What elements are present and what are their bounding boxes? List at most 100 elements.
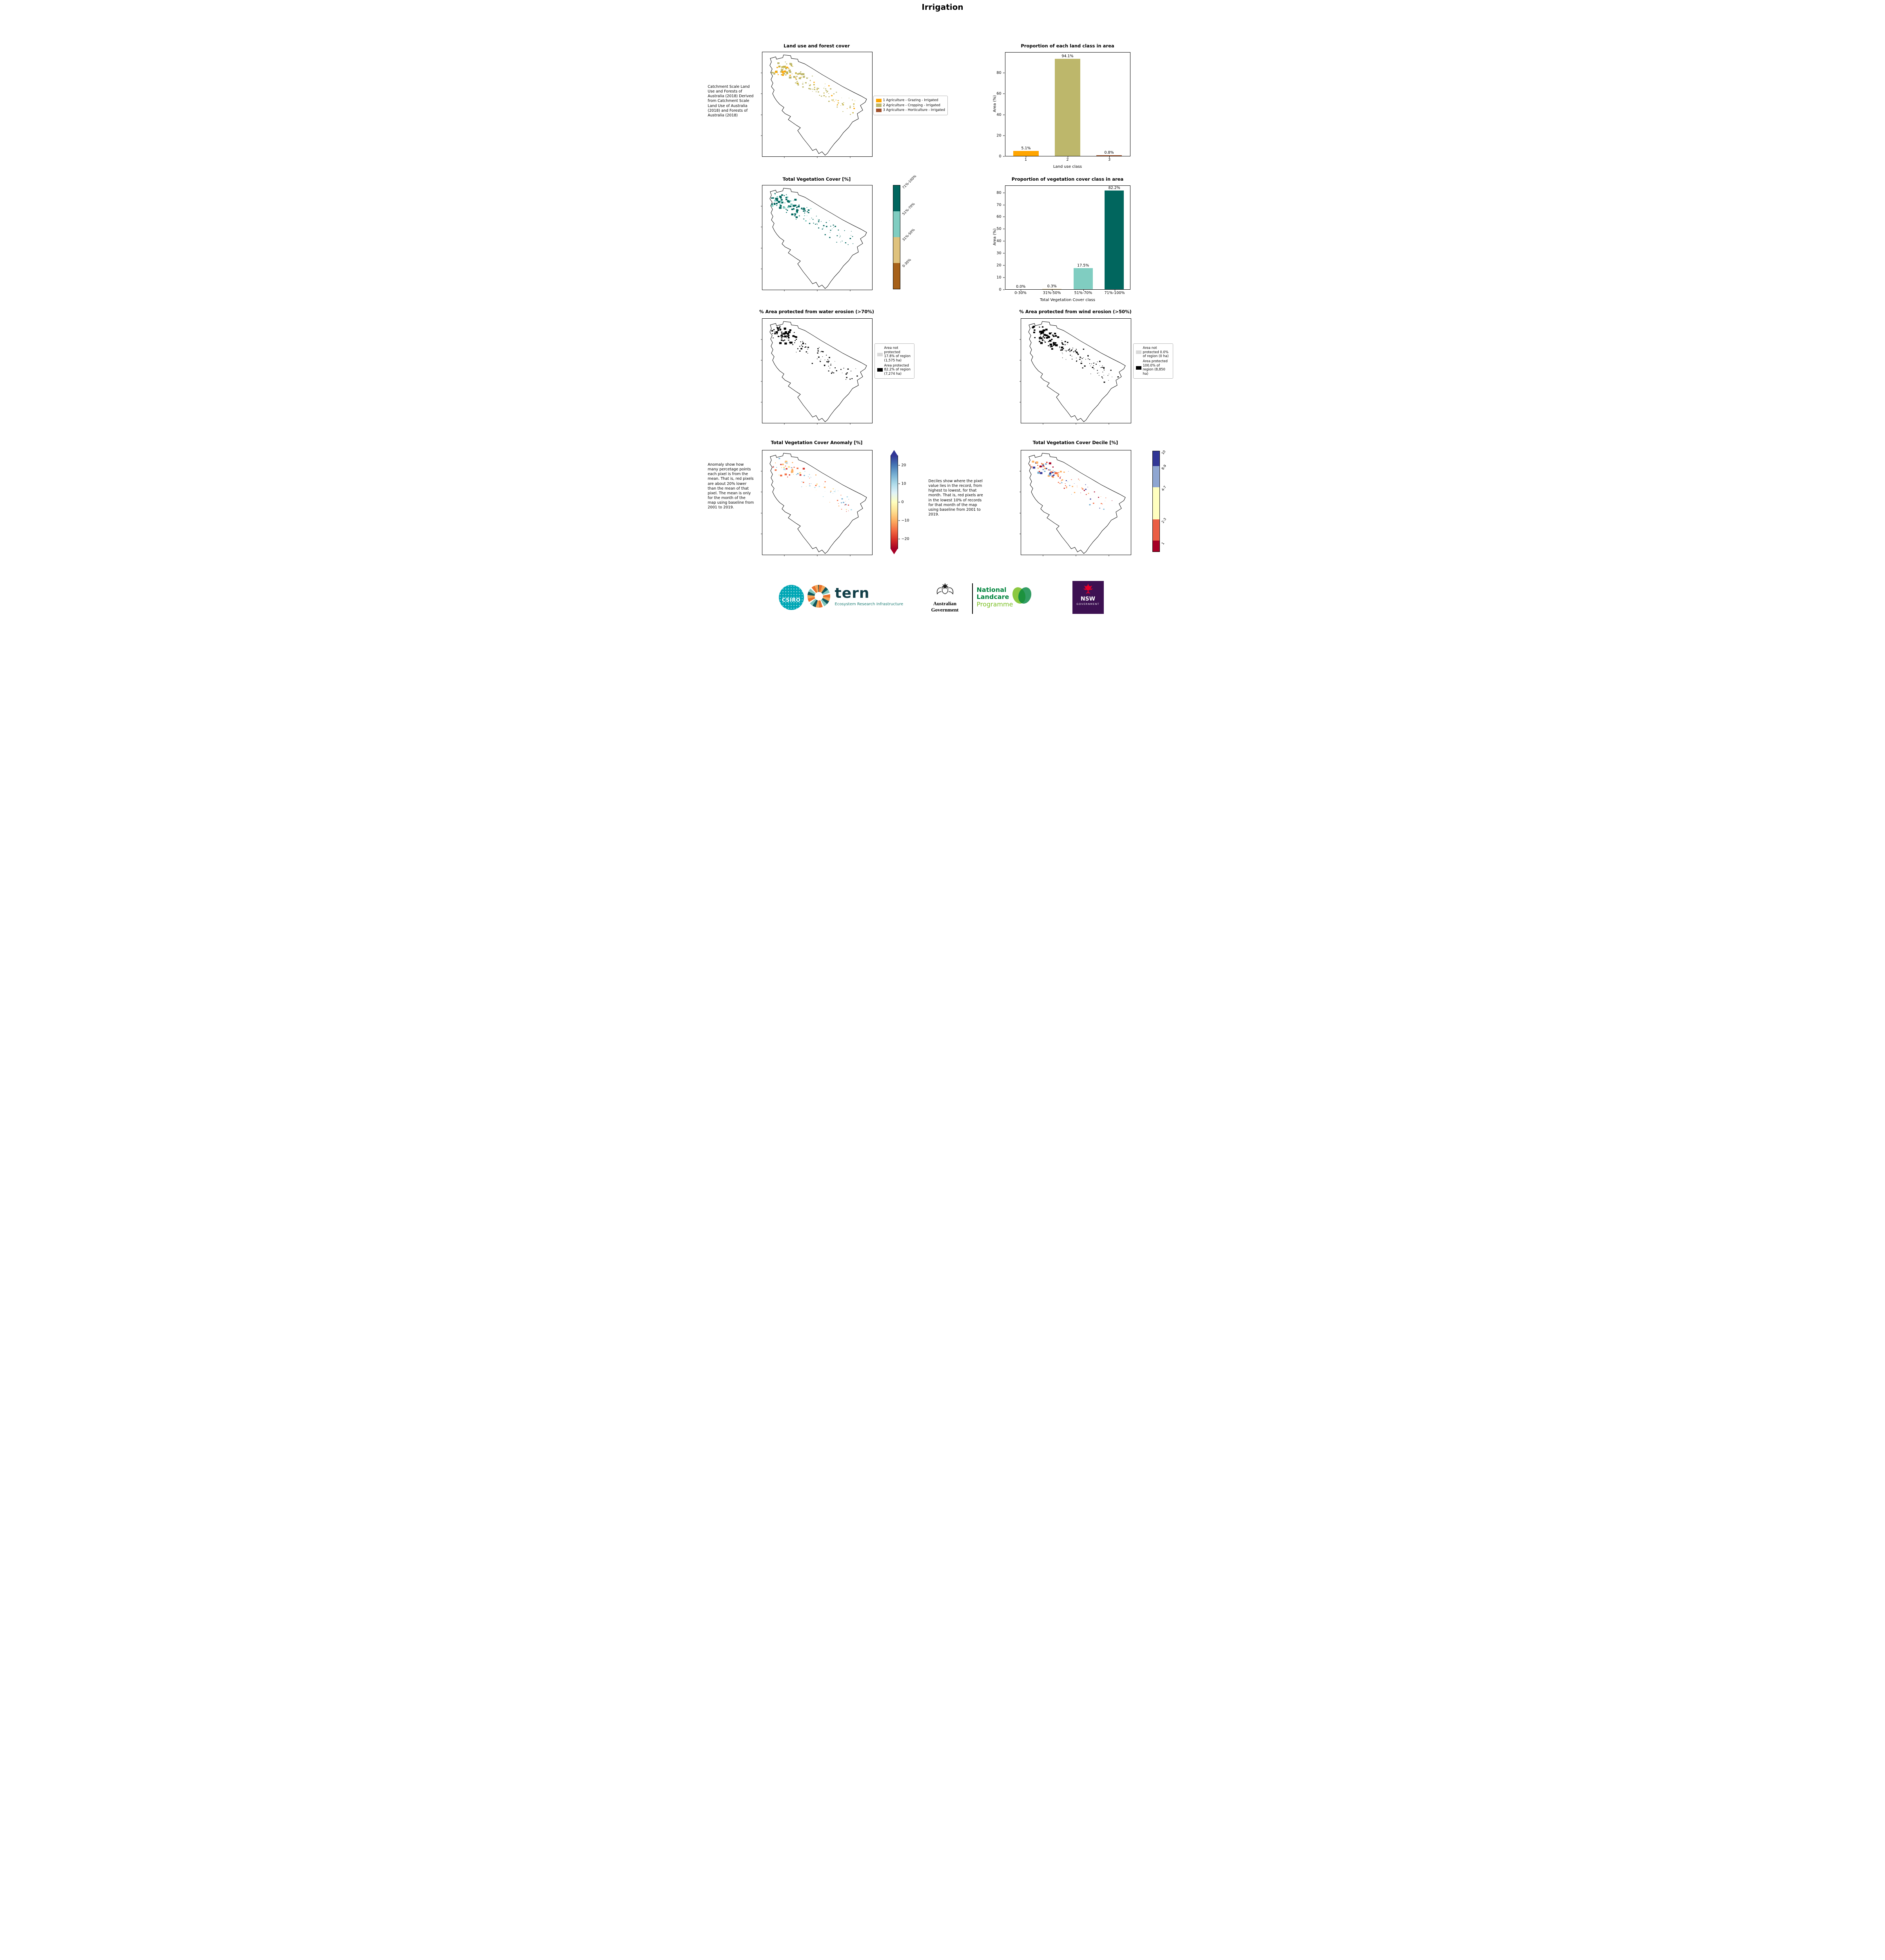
colorbar-bar (1152, 451, 1160, 552)
national-landcare-programme-logo: National Landcare Programme (977, 586, 1013, 608)
y-tick-mark (1003, 135, 1005, 136)
plot-area: 5.1% 94.1% 0.8% (1005, 52, 1130, 156)
colorbar-segment (1152, 540, 1159, 552)
colorbar-segment (1152, 487, 1159, 520)
page-title: Irrigation (922, 2, 963, 12)
csiro-logo-text: CSIRO (782, 597, 801, 603)
nsw-government-logo: NSW GOVERNMENT (1072, 581, 1104, 614)
legend-item: 1 Agriculture - Grazing - Irrigated (876, 98, 945, 103)
x-tick-label: 51%-70% (1068, 290, 1099, 295)
y-tick-mark (1003, 192, 1005, 193)
bar-slot: 5.1% (1005, 53, 1047, 156)
legend-label: 2 Agriculture - Cropping - Irrigated (883, 103, 940, 107)
data-pixels (1032, 326, 1119, 383)
australian-government-logo: Australian Government (921, 582, 969, 613)
colorbar-segment (893, 263, 900, 289)
colorbar-label: 51%-70% (901, 202, 916, 216)
x-tick-label: 71%-100% (1099, 290, 1130, 295)
bar-slot: 0.8% (1089, 53, 1130, 156)
legend-swatch (876, 109, 882, 113)
divider (972, 583, 973, 614)
land-use-map-canvas (760, 54, 867, 158)
colorbar-tick-label: −10 (901, 518, 909, 523)
coat-of-arms-icon (936, 583, 953, 595)
chart-title: Proportion of vegetation cover class in … (1011, 176, 1124, 182)
colorbar-gradient: 20 10 0 −10 −20 (890, 456, 909, 549)
landcare-leaf-icon (1012, 587, 1031, 604)
colorbar-tick-label: −20 (901, 537, 909, 541)
bar-2 (1054, 58, 1081, 156)
x-tick-label: 3 (1089, 156, 1130, 162)
y-tick-label: 20 (996, 133, 1001, 138)
data-pixels (772, 458, 852, 512)
legend-item: Area not protected 0.0% of region (0 ha) (1136, 346, 1170, 359)
decile-map-canvas (1019, 453, 1126, 556)
legend-label: Area protected 82.2% of region (7,274 ha… (884, 363, 911, 376)
y-tick-label: 10 (996, 275, 1001, 280)
colorbar-label: 8-9 (1161, 464, 1167, 471)
y-tick-label: 70 (996, 203, 1001, 207)
water-erosion-map-title: % Area protected from water erosion (>70… (759, 309, 874, 314)
bar-slot: 94.1% (1047, 53, 1089, 156)
bar-value-label: 0.0% (1016, 285, 1026, 289)
y-tick-label: 40 (996, 239, 1001, 243)
legend-swatch (876, 103, 882, 107)
legend-swatch (1136, 350, 1141, 354)
water-erosion-map-canvas (760, 321, 867, 425)
land-use-map (760, 52, 873, 158)
region-outline (769, 54, 867, 156)
veg-cover-bar-chart: Proportion of vegetation cover class in … (982, 176, 1138, 307)
legend-item: Area protected 100.0% of region (8,850 h… (1136, 359, 1170, 376)
legend-label: Area protected 100.0% of region (8,850 h… (1143, 359, 1168, 376)
y-axis: 0 10 20 30 40 50 60 70 80 (987, 185, 1005, 292)
x-tick-label: 31%-50% (1036, 290, 1068, 295)
legend-label: 1 Agriculture - Grazing - Irrigated (883, 98, 938, 102)
y-tick-mark (1003, 253, 1005, 254)
bar-value-label: 17.5% (1077, 263, 1089, 268)
axis-ticks (760, 73, 850, 158)
land-use-source-note: Catchment Scale Land Use and Forests of … (708, 85, 754, 118)
colorbar-label: 4-7 (1161, 485, 1167, 492)
anomaly-colorbar: 20 10 0 −10 −20 (890, 450, 922, 554)
region-outline (1028, 321, 1126, 422)
anomaly-map-title: Total Vegetation Cover Anomaly [%] (771, 440, 863, 445)
bar-3 (1096, 155, 1122, 156)
data-pixels (1029, 461, 1112, 510)
x-tick-label: 2 (1047, 156, 1089, 162)
colorbar-label: 71%-100% (901, 174, 917, 190)
nlp-label-line1: National (976, 586, 1007, 593)
colorbar-tick-mark (898, 483, 900, 484)
bar-1 (1013, 151, 1039, 156)
nsw-government-label: GOVERNMENT (1076, 602, 1099, 606)
veg-cover-class-colorbar: 71%-100% 51%-70% 31%-50% 0-30% (893, 174, 948, 289)
data-pixels (771, 193, 853, 245)
x-axis-label: Land use class (1053, 165, 1082, 169)
colorbar-tick-label: 0 (901, 500, 904, 505)
legend-swatch (877, 368, 883, 372)
water-erosion-legend: Area not protected 17.8% of region (1,57… (874, 343, 914, 379)
decile-map (1019, 450, 1131, 556)
x-tick-label: 0-30% (1005, 290, 1036, 295)
decile-colorbar: 10 8-9 4-7 2-3 1 (1152, 450, 1178, 552)
nsw-label: NSW (1080, 596, 1096, 602)
veg-cover-map-title: Total Vegetation Cover [%] (782, 176, 851, 182)
axis-ticks (1019, 471, 1109, 556)
axis-ticks (760, 206, 850, 291)
tern-logo-icon (807, 585, 830, 608)
colorbar-tick-label: 10 (901, 481, 906, 486)
tern-logo: tern Ecosystem Research Infrastructure (807, 585, 903, 608)
land-class-bar-chart: Proportion of each land class in area Ar… (982, 43, 1138, 173)
colorbar-segment (1152, 451, 1159, 466)
bar-slot: 0.3% (1036, 186, 1068, 289)
wind-erosion-map-title: % Area protected from wind erosion (>50%… (1019, 309, 1132, 314)
region-outline (769, 188, 867, 289)
veg-cover-map-canvas (760, 188, 867, 291)
colorbar-top-arrow (890, 450, 898, 456)
colorbar-label: 2-3 (1161, 517, 1167, 524)
y-tick-label: 0 (999, 287, 1001, 292)
y-axis: 0 20 40 60 80 (987, 52, 1005, 159)
region-outline (769, 453, 867, 554)
decile-note: Deciles show where the pixel value lies … (928, 479, 983, 517)
decile-map-title: Total Vegetation Cover Decile [%] (1032, 440, 1118, 445)
x-axis-label: Total Vegetation Cover class (1040, 298, 1095, 302)
